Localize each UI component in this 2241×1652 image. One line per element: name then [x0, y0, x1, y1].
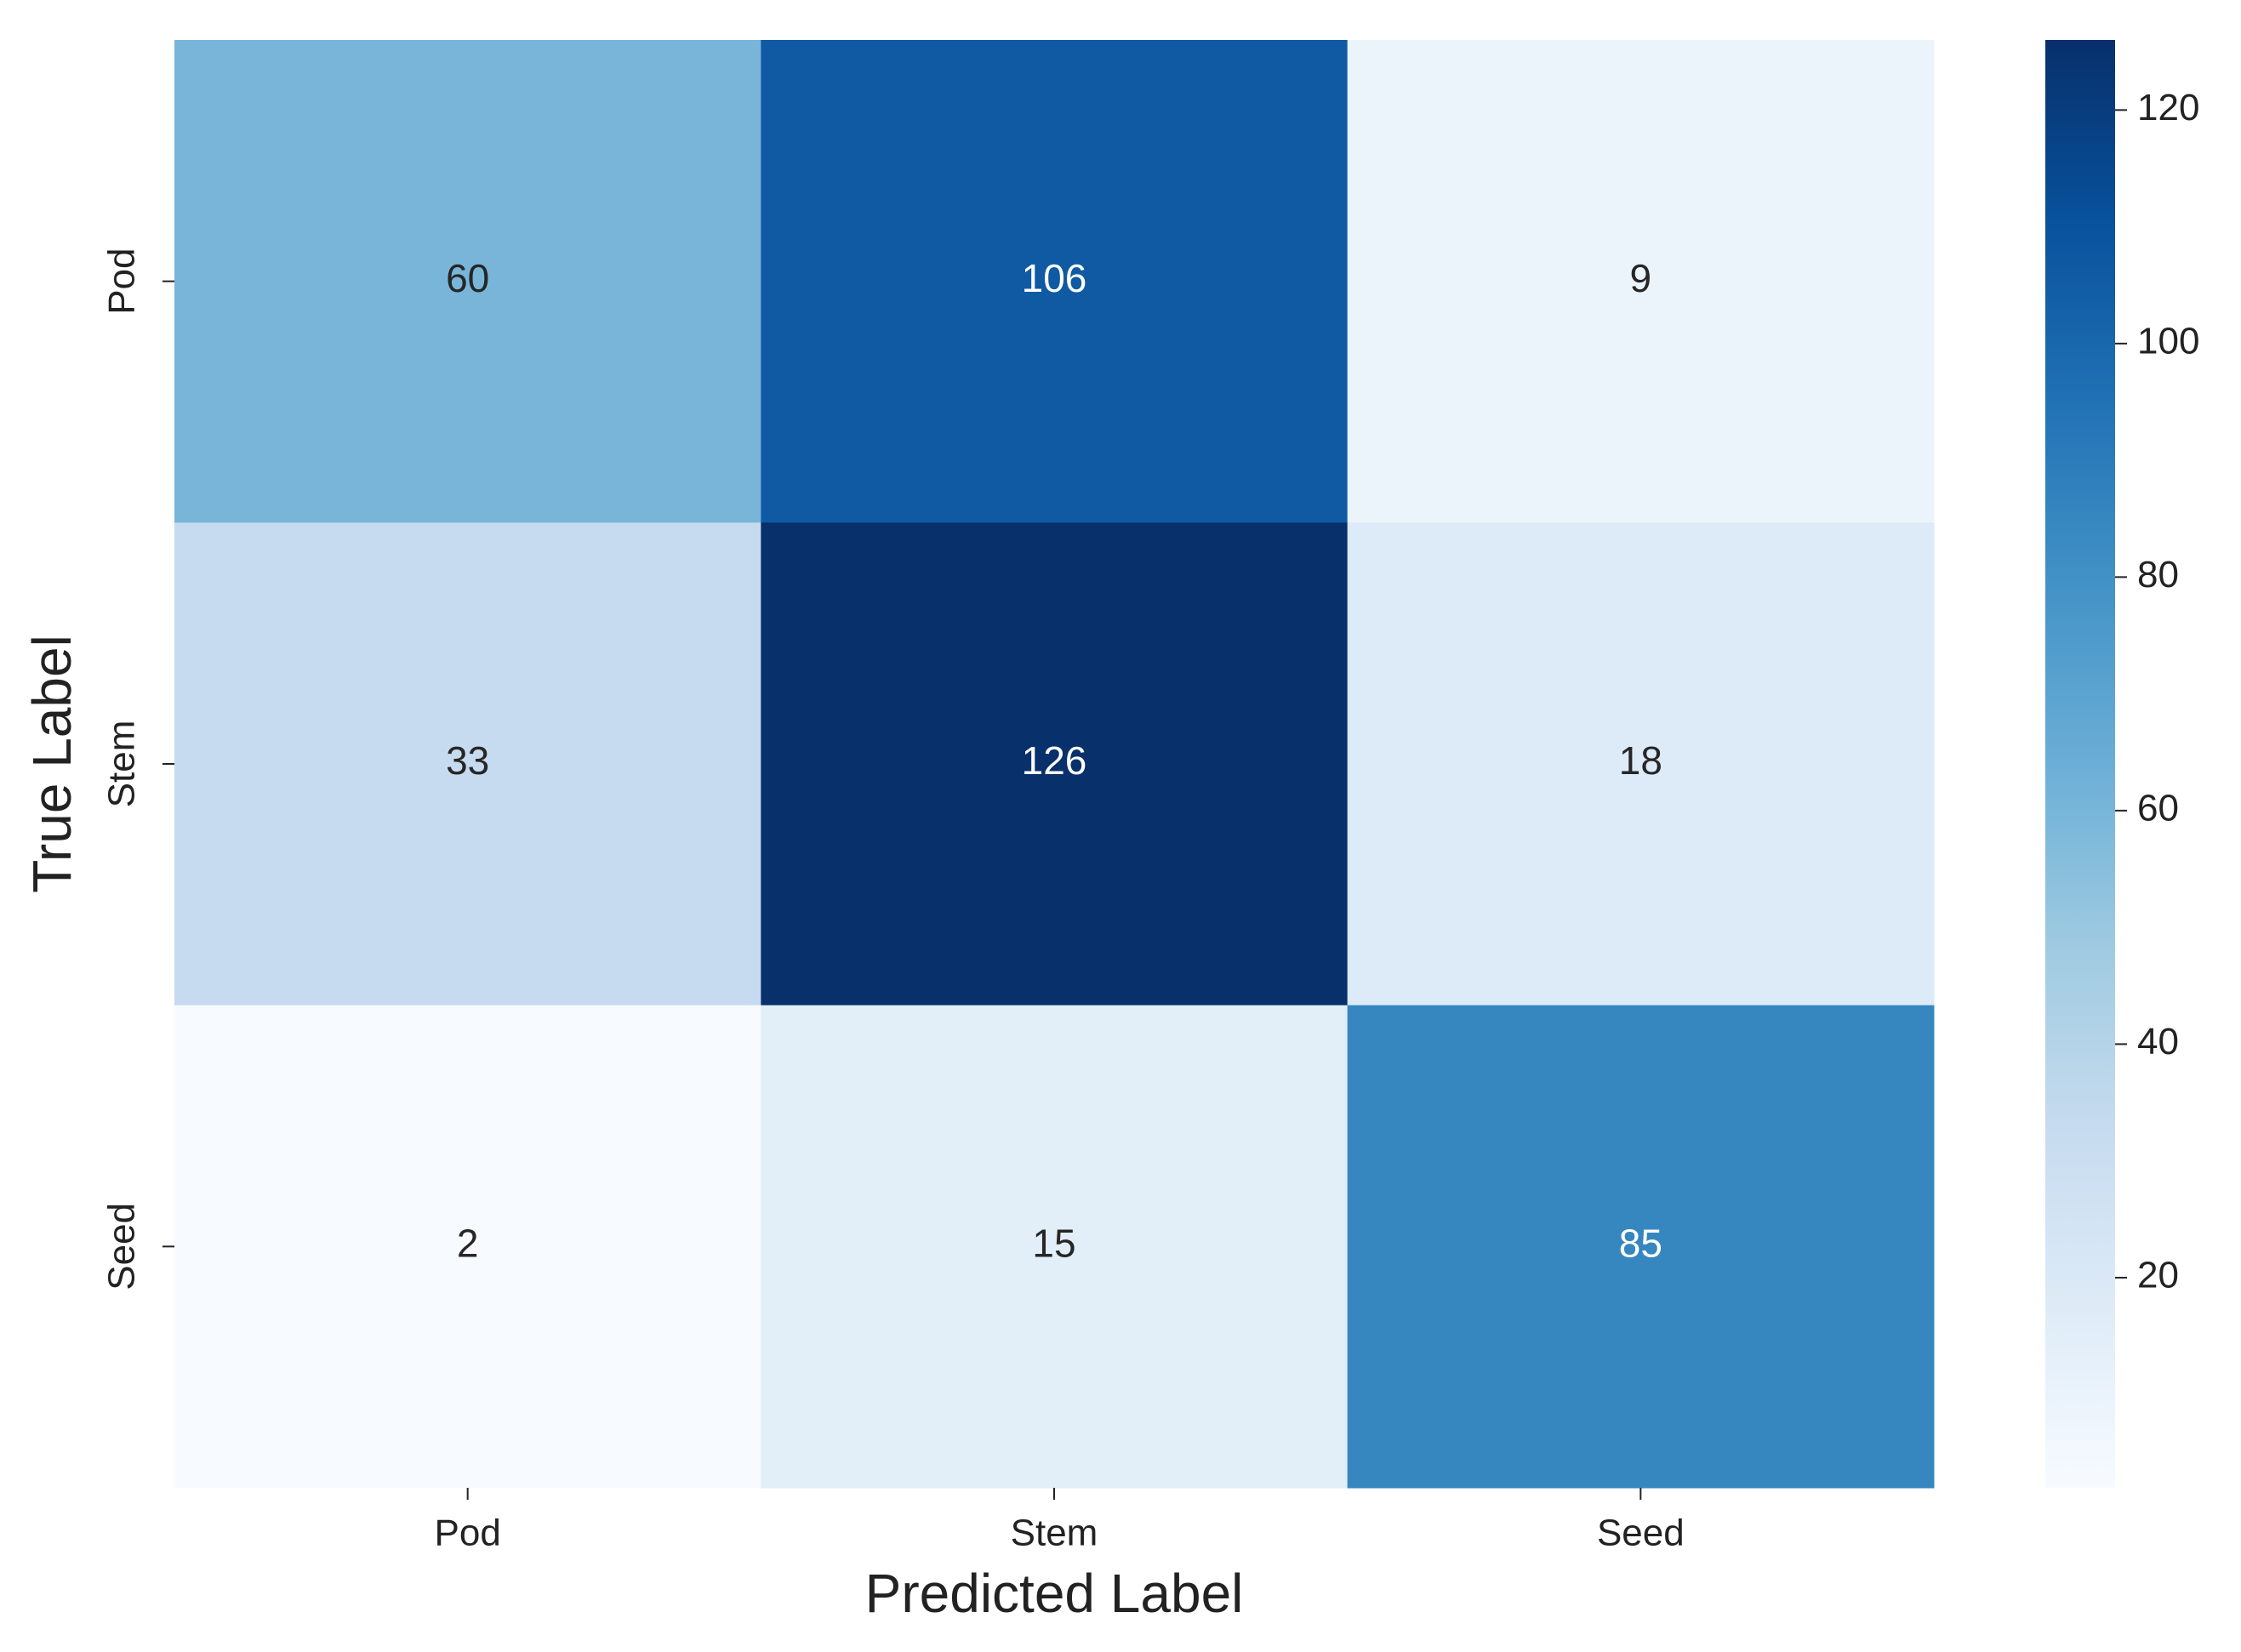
cell-label: 2 — [457, 1221, 479, 1265]
cell-label: 85 — [1619, 1221, 1662, 1265]
colorbar-tick-label: 80 — [2137, 554, 2179, 595]
cell-label: 106 — [1022, 256, 1087, 300]
heatmap-cell — [761, 522, 1349, 1006]
cell-label: 18 — [1619, 738, 1662, 783]
heatmap-cell — [174, 522, 761, 1006]
heatmap-cell — [174, 40, 761, 523]
heatmap-cell — [761, 1005, 1349, 1489]
heatmap-cell — [1347, 522, 1935, 1006]
colorbar — [2045, 40, 2115, 1488]
heatmap-cell — [1347, 1005, 1935, 1489]
colorbar-tick-label: 40 — [2137, 1021, 2179, 1062]
colorbar-tick-label: 120 — [2137, 87, 2199, 128]
colorbar-tick-label: 60 — [2137, 788, 2179, 829]
cell-label: 15 — [1032, 1221, 1075, 1265]
x-tick-label: Seed — [1597, 1512, 1685, 1554]
heatmap-cell — [1347, 40, 1935, 523]
cell-label: 33 — [446, 738, 489, 783]
x-tick-label: Pod — [435, 1512, 501, 1554]
colorbar-tick-label: 20 — [2137, 1255, 2179, 1296]
x-tick-label: Stem — [1011, 1512, 1098, 1554]
y-axis-title: True Label — [21, 635, 83, 893]
colorbar-tick-label: 100 — [2137, 320, 2199, 362]
x-axis-title: Predicted Label — [865, 1563, 1244, 1624]
cell-label: 60 — [446, 256, 489, 300]
y-tick-label: Pod — [101, 248, 143, 315]
cell-label: 9 — [1630, 256, 1652, 300]
y-tick-label: Seed — [101, 1203, 143, 1290]
cell-label: 126 — [1022, 738, 1087, 783]
heatmap-cell — [174, 1005, 761, 1489]
heatmap-cell — [761, 40, 1349, 523]
y-tick-label: Stem — [101, 721, 143, 808]
